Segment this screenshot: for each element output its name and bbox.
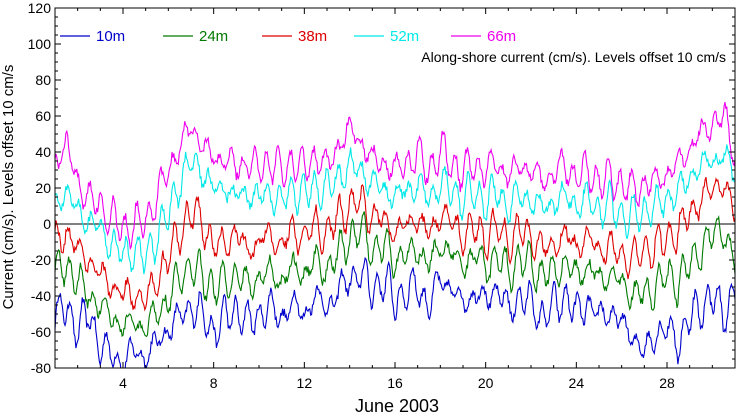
plot-area bbox=[55, 8, 735, 368]
y-tick-label: -20 bbox=[31, 252, 51, 268]
y-tick-label: 40 bbox=[35, 144, 51, 160]
y-tick-label: 80 bbox=[35, 72, 51, 88]
y-tick-label: 120 bbox=[28, 0, 52, 16]
x-axis-label: June 2003 bbox=[355, 396, 439, 414]
series-line-66m bbox=[55, 101, 735, 251]
y-tick-label: -60 bbox=[31, 324, 51, 340]
legend-label-24m: 24m bbox=[199, 28, 228, 45]
x-tick-label: 12 bbox=[297, 375, 313, 391]
series-line-10m bbox=[55, 256, 735, 368]
y-tick-label: -40 bbox=[31, 288, 51, 304]
y-tick-label: 60 bbox=[35, 108, 51, 124]
series-line-38m bbox=[55, 177, 735, 312]
x-tick-label: 28 bbox=[659, 375, 675, 391]
y-tick-label: 20 bbox=[35, 180, 51, 196]
x-tick-label: 4 bbox=[119, 375, 127, 391]
axis-tick-labels: -80 -60 -40 -20 0 20 40 60 80 100 120 4 8 12 16 20 24 28 bbox=[28, 0, 675, 391]
legend: 10m 24m 38m 52m 66m bbox=[60, 28, 516, 45]
legend-label-66m: 66m bbox=[487, 28, 516, 45]
axis-ticks bbox=[54, 7, 736, 369]
legend-label-52m: 52m bbox=[390, 28, 419, 45]
y-axis-label: Current (cm/s). Levels offset 10 cm/s bbox=[0, 65, 17, 310]
x-tick-label: 16 bbox=[387, 375, 403, 391]
x-tick-label: 24 bbox=[569, 375, 585, 391]
legend-label-38m: 38m bbox=[298, 28, 327, 45]
chart-annotation: Along-shore current (cm/s). Levels offse… bbox=[421, 49, 726, 65]
legend-label-10m: 10m bbox=[96, 28, 125, 45]
series-line-52m bbox=[55, 144, 735, 275]
x-tick-label: 8 bbox=[210, 375, 218, 391]
series-line-24m bbox=[55, 211, 735, 338]
y-tick-label: -80 bbox=[31, 360, 51, 376]
series-lines bbox=[55, 101, 735, 368]
y-tick-label: 0 bbox=[43, 216, 51, 232]
plot-background bbox=[55, 8, 735, 368]
y-tick-label: 100 bbox=[28, 36, 52, 52]
x-tick-label: 20 bbox=[478, 375, 494, 391]
